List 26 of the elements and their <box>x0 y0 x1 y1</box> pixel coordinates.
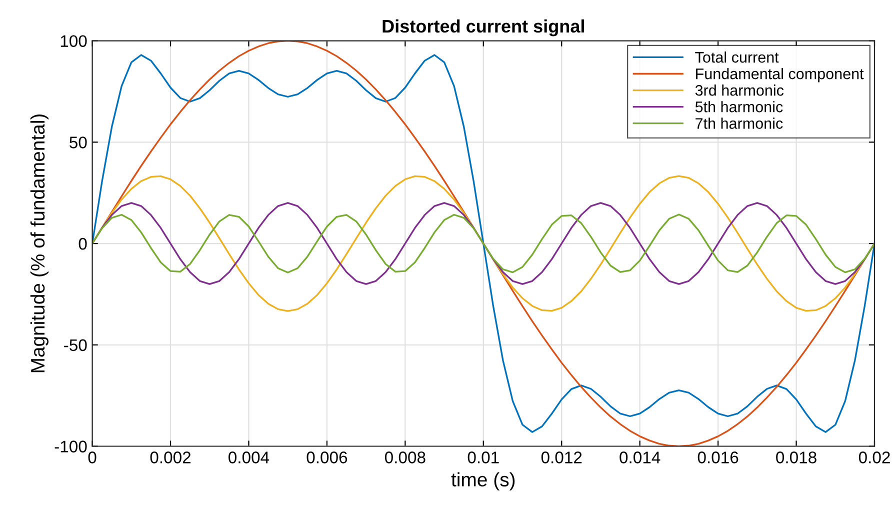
x-tick-label: 0.004 <box>228 452 270 464</box>
line-series <box>92 202 874 285</box>
x-tick-label: 0.018 <box>776 452 816 464</box>
x-tick-label: 0.006 <box>306 452 348 464</box>
x-tick-label: 0.02 <box>858 452 890 464</box>
y-tick-label: 0 <box>78 238 87 250</box>
y-axis-title: Magnitude (% of fundamental) <box>30 114 49 372</box>
x-tick-label: 0.002 <box>150 452 191 464</box>
x-tick-label: 0.01 <box>468 452 499 464</box>
legend-label: 7th harmonic <box>696 118 783 129</box>
x-axis-title: time (s) <box>451 472 515 490</box>
y-tick-label: -50 <box>64 339 87 352</box>
y-tick-label: -100 <box>54 440 87 452</box>
x-tick-label: 0.008 <box>384 452 426 464</box>
y-tick-label: 100 <box>60 35 87 48</box>
x-tick-label: 0.016 <box>698 452 738 464</box>
legend-label: Total current <box>695 51 779 63</box>
x-tick-label: 0.012 <box>541 452 582 464</box>
legend-label: 5th harmonic <box>695 101 783 112</box>
line-series <box>92 214 874 274</box>
x-tick-label: 0 <box>88 452 96 464</box>
x-tick-label: 0.014 <box>620 452 660 464</box>
chart-title: Distorted current signal <box>382 19 584 36</box>
legend-label: Fundamental component <box>696 68 864 82</box>
y-tick-label: 50 <box>70 136 87 148</box>
legend-label: 3rd harmonic <box>695 84 784 96</box>
